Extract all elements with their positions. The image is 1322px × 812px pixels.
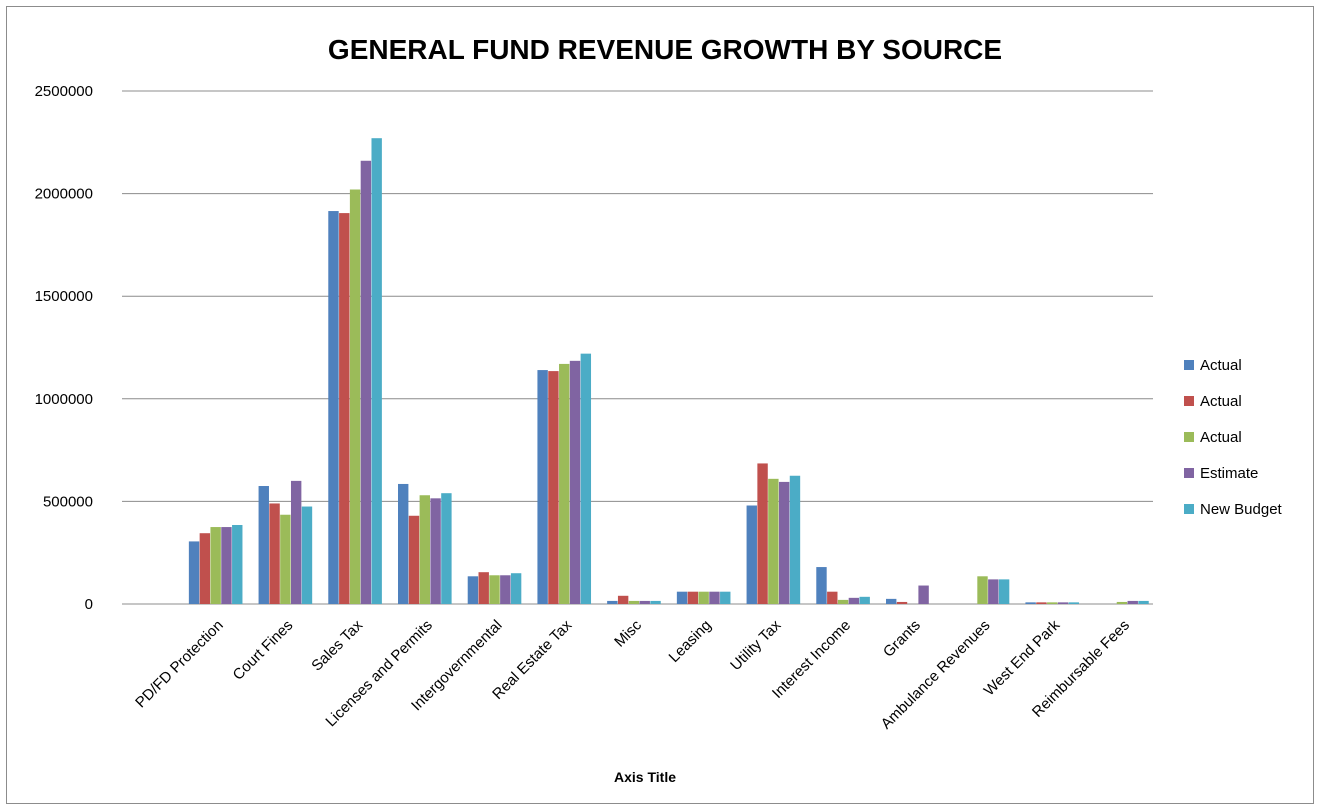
x-tick-label: Grants bbox=[880, 617, 924, 661]
bar bbox=[301, 506, 313, 604]
bar bbox=[371, 138, 382, 605]
bar bbox=[269, 503, 280, 604]
legend-swatch bbox=[1184, 468, 1194, 478]
bar bbox=[1116, 601, 1128, 604]
bar bbox=[639, 600, 650, 604]
x-tick-label: Sales Tax bbox=[308, 616, 366, 674]
bar bbox=[258, 486, 269, 604]
bar bbox=[816, 567, 827, 604]
bar bbox=[441, 493, 452, 604]
bar bbox=[918, 585, 929, 604]
bar bbox=[607, 600, 618, 604]
bar bbox=[290, 480, 302, 604]
bars bbox=[188, 138, 1149, 605]
bar bbox=[280, 514, 291, 604]
legend-label: Estimate bbox=[1200, 465, 1258, 482]
bar bbox=[467, 576, 479, 604]
bar bbox=[848, 597, 860, 604]
bar bbox=[221, 527, 232, 604]
bar bbox=[676, 591, 688, 604]
bar bbox=[510, 573, 522, 604]
x-tick-label: Leasing bbox=[666, 617, 715, 666]
bar bbox=[328, 211, 339, 605]
bar bbox=[339, 213, 350, 604]
bar bbox=[1047, 602, 1058, 604]
bar bbox=[537, 370, 548, 604]
y-axis: 0 500000 1000000 1500000 2000000 2500000 bbox=[35, 83, 93, 613]
bar bbox=[778, 481, 790, 604]
legend-swatch bbox=[1184, 396, 1194, 406]
bar bbox=[1127, 600, 1138, 604]
x-axis: PD/FD Protection Court Fines Sales TaxLice… bbox=[132, 616, 1133, 732]
bar bbox=[1138, 600, 1149, 604]
legend-label: New Budget bbox=[1200, 501, 1283, 518]
bar bbox=[1036, 602, 1047, 604]
y-tick-label: 1000000 bbox=[35, 391, 93, 408]
bar bbox=[827, 591, 838, 604]
y-tick-label: 1500000 bbox=[35, 288, 93, 305]
bar bbox=[687, 591, 699, 604]
bar bbox=[188, 541, 200, 604]
bar bbox=[1068, 602, 1080, 604]
legend-label: Actual bbox=[1200, 429, 1242, 446]
bar bbox=[757, 463, 768, 604]
bar bbox=[398, 483, 409, 604]
bar bbox=[500, 575, 511, 604]
legend-swatch bbox=[1184, 432, 1194, 442]
legend-label: Actual bbox=[1200, 393, 1242, 410]
bar bbox=[859, 596, 870, 604]
bar bbox=[768, 478, 779, 604]
legend-swatch bbox=[1184, 360, 1194, 370]
bar bbox=[698, 591, 709, 604]
x-tick-label: Court Fines bbox=[230, 617, 297, 684]
chart-title: GENERAL FUND REVENUE GROWTH BY SOURCE bbox=[328, 34, 1002, 65]
bar bbox=[548, 371, 559, 604]
x-tick-label: Misc bbox=[611, 616, 645, 650]
bar bbox=[617, 595, 629, 604]
bar bbox=[559, 363, 570, 604]
bar bbox=[977, 576, 988, 604]
bar bbox=[628, 600, 640, 604]
bar-chart: GENERAL FUND REVENUE GROWTH BY SOURCE 0 5… bbox=[35, 34, 1283, 785]
bar bbox=[837, 599, 849, 604]
legend-swatch bbox=[1184, 504, 1194, 514]
bar bbox=[408, 515, 420, 604]
bar bbox=[580, 353, 592, 604]
bar bbox=[1057, 602, 1069, 604]
bar bbox=[478, 572, 489, 604]
bar bbox=[998, 579, 1010, 604]
x-tick-label: Utility Tax bbox=[727, 616, 785, 674]
legend: Actual Actual Actual Estimate New Budget bbox=[1184, 357, 1283, 518]
y-tick-label: 2500000 bbox=[35, 83, 93, 100]
x-axis-title: Axis Title bbox=[614, 769, 676, 785]
x-tick-label: PD/FD Protection bbox=[132, 617, 227, 712]
bar bbox=[886, 598, 897, 604]
bar bbox=[746, 505, 757, 604]
bar bbox=[349, 189, 361, 604]
bar bbox=[360, 160, 372, 604]
bar bbox=[419, 495, 430, 604]
bar bbox=[789, 475, 801, 604]
bar bbox=[650, 600, 661, 604]
bar bbox=[569, 360, 581, 604]
bar bbox=[1025, 602, 1036, 604]
y-tick-label: 500000 bbox=[43, 493, 93, 510]
bar bbox=[988, 579, 999, 604]
bar bbox=[199, 533, 211, 604]
bar bbox=[709, 591, 720, 604]
legend-label: Actual bbox=[1200, 357, 1242, 374]
bar bbox=[430, 498, 441, 604]
y-tick-label: 2000000 bbox=[35, 186, 93, 203]
bar bbox=[232, 524, 243, 604]
y-tick-label: 0 bbox=[85, 596, 93, 613]
bar bbox=[489, 575, 500, 604]
bar bbox=[720, 591, 731, 604]
chart-frame: GENERAL FUND REVENUE GROWTH BY SOURCE 0 5… bbox=[6, 6, 1314, 804]
bar bbox=[210, 527, 221, 604]
bar bbox=[896, 601, 908, 604]
